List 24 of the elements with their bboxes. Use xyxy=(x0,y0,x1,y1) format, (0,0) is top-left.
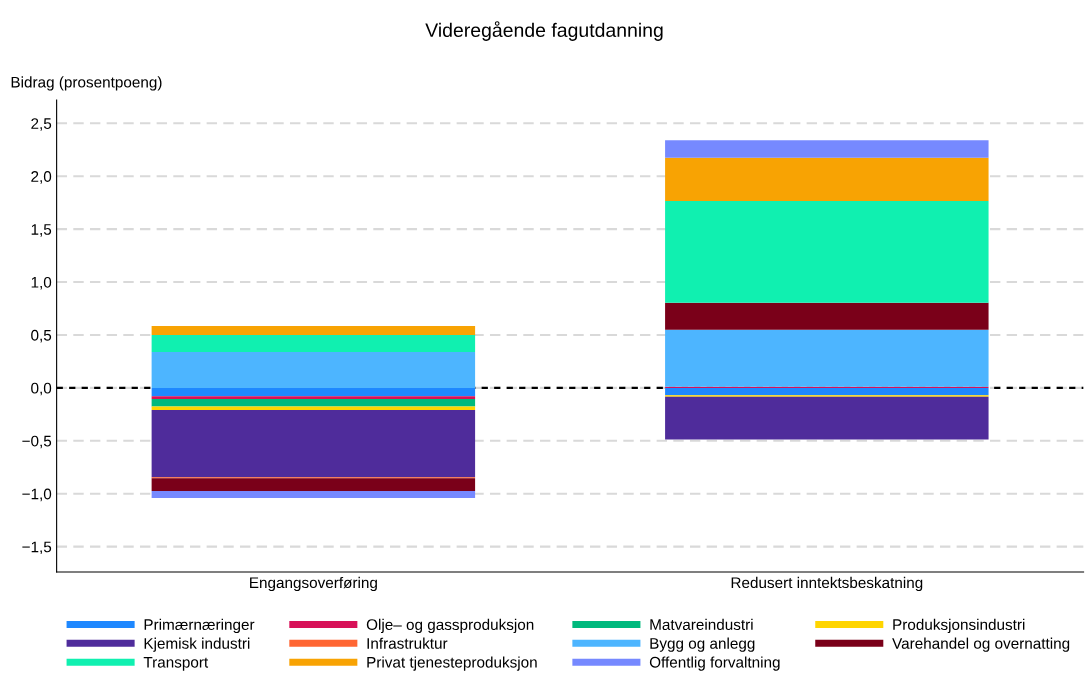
x-tick-label: Redusert inntektsbeskatning xyxy=(731,576,923,592)
y-tick-label: 0,5 xyxy=(31,329,52,343)
y-tick-label: −1,5 xyxy=(22,541,52,555)
legend-label: Infrastruktur xyxy=(367,637,448,649)
y-tick-label: 0,0 xyxy=(31,382,52,396)
legend-label: Privat tjenesteproduksjon xyxy=(367,656,537,671)
y-axis-title: Bidrag (prosentpoeng) xyxy=(11,76,162,91)
y-tick-label: 1,5 xyxy=(31,224,52,237)
legend-label: Produksjonsindustri xyxy=(893,618,1025,634)
legend-label: Olje‒ og gassproduksjon xyxy=(366,618,534,634)
x-tick-label: Engangsoverføring xyxy=(250,576,377,592)
legend-label: Kjemisk industri xyxy=(144,637,250,652)
y-tick-label: 1,0 xyxy=(31,276,52,290)
legend-label: Transport xyxy=(143,657,209,671)
y-tick-label: −0,5 xyxy=(22,435,52,449)
legend-label: Offentlig forvaltning xyxy=(649,656,780,671)
chart-title: Videregående fagutdanning xyxy=(425,21,663,41)
y-tick-label: 2,0 xyxy=(31,171,52,184)
legend-label: Varehandel og overnatting xyxy=(892,637,1070,652)
legend-label: Bygg og anlegg xyxy=(650,637,755,652)
y-tick-label: 2,5 xyxy=(31,118,52,131)
y-tick-label: −1,0 xyxy=(22,488,52,502)
legend-label: Primærnæringer xyxy=(144,618,255,634)
legend-label: Matvareindustri xyxy=(650,618,753,631)
